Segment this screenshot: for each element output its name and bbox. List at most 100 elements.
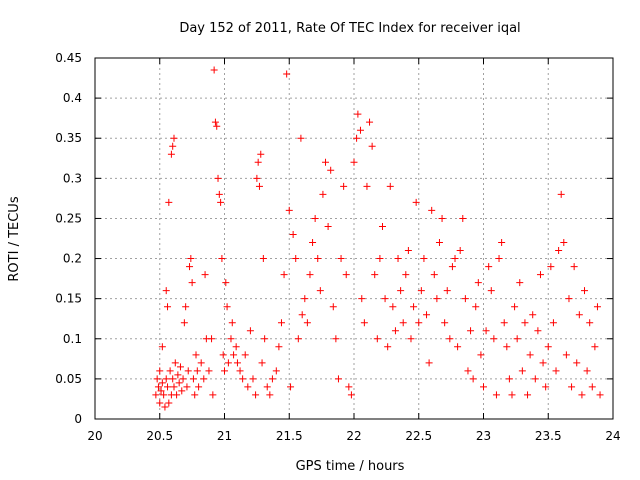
- data-point: [223, 303, 231, 311]
- data-point: [311, 214, 319, 222]
- data-point: [249, 375, 257, 383]
- data-point: [191, 391, 199, 399]
- data-point: [425, 359, 433, 367]
- data-point: [435, 239, 443, 247]
- data-point: [480, 383, 487, 391]
- data-point: [324, 222, 332, 230]
- data-point: [232, 343, 240, 351]
- data-point: [423, 311, 431, 319]
- data-point: [593, 303, 601, 311]
- x-tick-label: 24: [605, 429, 620, 443]
- data-point: [570, 263, 578, 271]
- data-point: [158, 343, 166, 351]
- data-point: [239, 375, 247, 383]
- data-point: [342, 271, 350, 279]
- y-tick-label: 0.05: [55, 372, 82, 386]
- data-point: [539, 359, 547, 367]
- data-point: [246, 327, 254, 335]
- data-point: [170, 134, 178, 142]
- data-point: [350, 158, 358, 166]
- data-point: [219, 351, 227, 359]
- data-point: [368, 142, 376, 150]
- data-point: [578, 391, 586, 399]
- data-point: [263, 383, 271, 391]
- data-point: [208, 335, 216, 343]
- data-point: [156, 399, 164, 407]
- data-point: [381, 295, 389, 303]
- data-point: [253, 174, 261, 182]
- data-point: [244, 383, 252, 391]
- x-tick-label: 23: [476, 429, 491, 443]
- data-point: [459, 214, 467, 222]
- data-point: [175, 379, 183, 387]
- data-point: [451, 255, 459, 263]
- data-point: [505, 375, 513, 383]
- data-point: [384, 343, 392, 351]
- data-point: [211, 118, 219, 126]
- data-point: [187, 255, 195, 263]
- data-point: [588, 383, 596, 391]
- data-point: [420, 255, 428, 263]
- data-point: [371, 271, 379, 279]
- data-point: [487, 287, 495, 295]
- data-point: [165, 399, 173, 407]
- data-point: [526, 351, 534, 359]
- data-point: [536, 271, 544, 279]
- data-point: [404, 247, 412, 255]
- data-point: [193, 367, 201, 375]
- data-point: [389, 303, 397, 311]
- y-tick-label: 0.4: [63, 91, 82, 105]
- data-point: [217, 198, 225, 206]
- grid: [95, 58, 613, 419]
- data-point: [182, 303, 190, 311]
- data-point: [495, 255, 503, 263]
- chart-title: Day 152 of 2011, Rate Of TEC Index for r…: [179, 21, 520, 36]
- data-point: [485, 263, 493, 271]
- x-tick-label: 22.5: [405, 429, 432, 443]
- data-point: [169, 142, 177, 150]
- data-point: [412, 198, 420, 206]
- data-point: [500, 319, 508, 327]
- data-point: [170, 383, 178, 391]
- data-point: [358, 295, 366, 303]
- data-point: [337, 255, 345, 263]
- data-point: [428, 206, 436, 214]
- data-point: [166, 367, 174, 375]
- data-point: [391, 327, 399, 335]
- data-point: [180, 319, 188, 327]
- data-point: [469, 375, 477, 383]
- data-point: [164, 383, 172, 391]
- data-point: [258, 359, 266, 367]
- data-point: [586, 319, 594, 327]
- y-tick-label: 0.1: [63, 332, 82, 346]
- data-point: [547, 263, 555, 271]
- data-point: [529, 311, 537, 319]
- data-point: [329, 303, 337, 311]
- data-point: [332, 335, 340, 343]
- data-point: [283, 70, 291, 78]
- data-point: [319, 190, 327, 198]
- data-point: [200, 375, 208, 383]
- data-point: [277, 319, 285, 327]
- data-point: [568, 383, 576, 391]
- data-point: [555, 247, 563, 255]
- data-point: [511, 303, 519, 311]
- data-point: [438, 214, 446, 222]
- data-point: [162, 287, 170, 295]
- data-point: [233, 359, 241, 367]
- data-point: [410, 303, 418, 311]
- data-point: [171, 359, 179, 367]
- data-point: [213, 122, 221, 130]
- data-point: [433, 295, 441, 303]
- data-point: [430, 271, 438, 279]
- data-point: [415, 319, 423, 327]
- data-point: [156, 367, 164, 375]
- data-point: [157, 387, 165, 395]
- data-point: [164, 303, 172, 311]
- data-point: [309, 239, 317, 247]
- data-point: [227, 335, 235, 343]
- data-point: [301, 295, 309, 303]
- data-point: [152, 391, 160, 399]
- data-point: [179, 375, 187, 383]
- data-point: [214, 174, 222, 182]
